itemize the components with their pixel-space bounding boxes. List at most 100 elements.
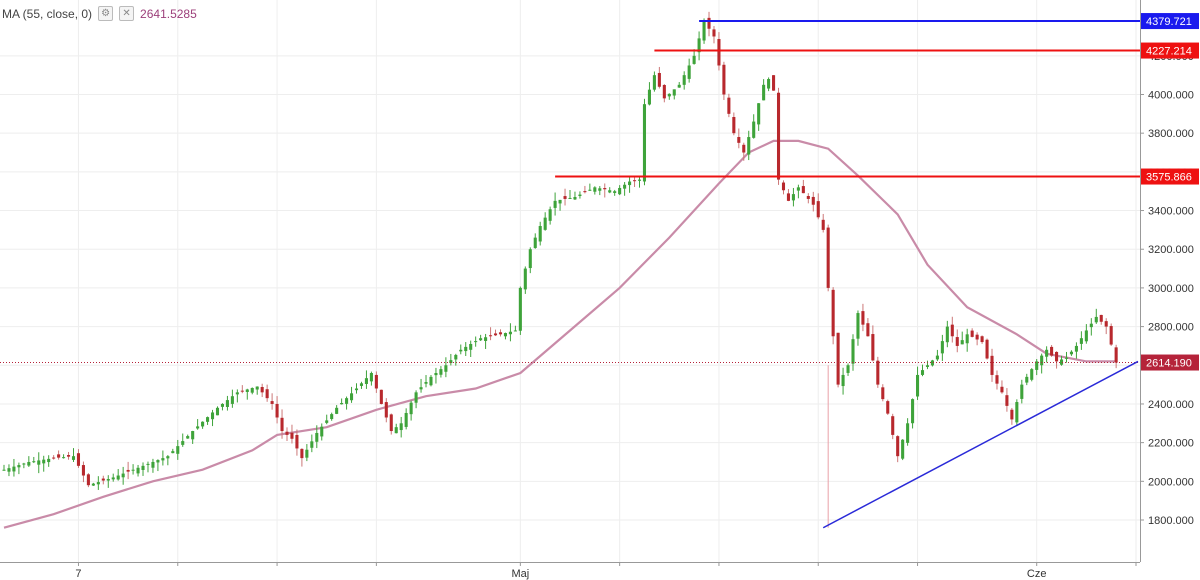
candle[interactable]: [225, 395, 229, 411]
candle[interactable]: [201, 421, 205, 429]
candle[interactable]: [886, 399, 890, 415]
candle[interactable]: [647, 82, 651, 106]
candle[interactable]: [508, 323, 512, 342]
candle[interactable]: [57, 450, 61, 460]
candle[interactable]: [374, 371, 378, 393]
candle[interactable]: [1074, 342, 1078, 359]
candle[interactable]: [593, 186, 597, 195]
candle[interactable]: [1025, 373, 1029, 386]
candle[interactable]: [131, 464, 135, 475]
candle[interactable]: [657, 66, 661, 89]
candle[interactable]: [12, 458, 16, 477]
candle[interactable]: [528, 247, 532, 274]
candle[interactable]: [399, 416, 403, 438]
candle[interactable]: [394, 423, 398, 434]
candle[interactable]: [414, 390, 418, 409]
candle[interactable]: [672, 89, 676, 100]
candle[interactable]: [722, 61, 726, 100]
candle[interactable]: [1104, 318, 1108, 335]
candle[interactable]: [434, 367, 438, 384]
candle[interactable]: [935, 349, 939, 362]
time-axis[interactable]: 7 Maj Cze: [0, 562, 1200, 580]
candle[interactable]: [359, 381, 364, 389]
candle[interactable]: [151, 458, 155, 473]
candle[interactable]: [692, 49, 696, 65]
candle[interactable]: [1050, 345, 1054, 357]
candle[interactable]: [1059, 355, 1064, 366]
candle[interactable]: [350, 386, 354, 403]
candle[interactable]: [618, 185, 622, 196]
candle[interactable]: [752, 114, 756, 139]
candle[interactable]: [166, 455, 170, 466]
candle[interactable]: [613, 189, 617, 196]
candle[interactable]: [767, 77, 771, 92]
candle[interactable]: [523, 266, 527, 294]
candle[interactable]: [81, 461, 85, 483]
candle[interactable]: [846, 363, 850, 376]
candle[interactable]: [811, 191, 815, 212]
candle[interactable]: [732, 112, 736, 136]
trendline[interactable]: [822, 360, 1139, 529]
candle[interactable]: [181, 433, 185, 447]
candle[interactable]: [945, 320, 949, 348]
candle[interactable]: [86, 473, 90, 488]
candle[interactable]: [384, 398, 388, 423]
gear-icon[interactable]: ⚙: [98, 6, 114, 21]
candle[interactable]: [518, 286, 522, 335]
candle[interactable]: [444, 357, 448, 378]
candle[interactable]: [1069, 350, 1073, 356]
candle[interactable]: [896, 435, 900, 463]
candle[interactable]: [960, 331, 964, 345]
candle[interactable]: [429, 375, 433, 387]
candle[interactable]: [364, 370, 368, 389]
candle[interactable]: [1045, 346, 1049, 363]
candle[interactable]: [667, 93, 671, 100]
candle[interactable]: [196, 419, 200, 430]
candle[interactable]: [757, 103, 761, 131]
candle[interactable]: [369, 371, 373, 386]
candle[interactable]: [727, 93, 731, 118]
candle[interactable]: [583, 185, 587, 194]
candle[interactable]: [1114, 344, 1118, 369]
candle[interactable]: [772, 75, 776, 91]
candles[interactable]: [2, 11, 1118, 528]
candle[interactable]: [1030, 368, 1034, 382]
candle[interactable]: [389, 413, 393, 435]
candle[interactable]: [737, 128, 741, 149]
candle[interactable]: [404, 408, 408, 430]
candle[interactable]: [503, 332, 507, 340]
candle[interactable]: [533, 233, 537, 249]
candle[interactable]: [652, 71, 656, 92]
candle[interactable]: [578, 191, 582, 199]
candle[interactable]: [851, 334, 855, 371]
candle[interactable]: [806, 193, 810, 204]
candle[interactable]: [642, 98, 647, 186]
candle[interactable]: [1020, 379, 1024, 404]
candle[interactable]: [161, 450, 165, 466]
candle[interactable]: [1064, 351, 1069, 363]
candle[interactable]: [990, 348, 994, 382]
candle[interactable]: [791, 187, 795, 207]
candle[interactable]: [484, 333, 488, 349]
candle[interactable]: [662, 84, 666, 103]
candle[interactable]: [280, 409, 284, 439]
candle[interactable]: [548, 206, 552, 225]
candle[interactable]: [712, 26, 716, 44]
price-axis[interactable]: 1800.0002000.0002200.0002400.0002600.000…: [1140, 0, 1200, 580]
candle[interactable]: [588, 183, 592, 191]
candle[interactable]: [1010, 407, 1014, 425]
candle[interactable]: [270, 393, 274, 410]
candle[interactable]: [493, 329, 498, 337]
candle[interactable]: [821, 213, 825, 233]
candle[interactable]: [459, 344, 463, 355]
candle[interactable]: [628, 177, 632, 193]
candle[interactable]: [563, 188, 567, 206]
candle[interactable]: [1079, 331, 1083, 350]
candle[interactable]: [295, 429, 299, 456]
candle[interactable]: [553, 192, 557, 216]
candle[interactable]: [260, 383, 264, 398]
candle[interactable]: [171, 448, 175, 454]
candle[interactable]: [687, 58, 691, 83]
candle[interactable]: [255, 386, 259, 395]
